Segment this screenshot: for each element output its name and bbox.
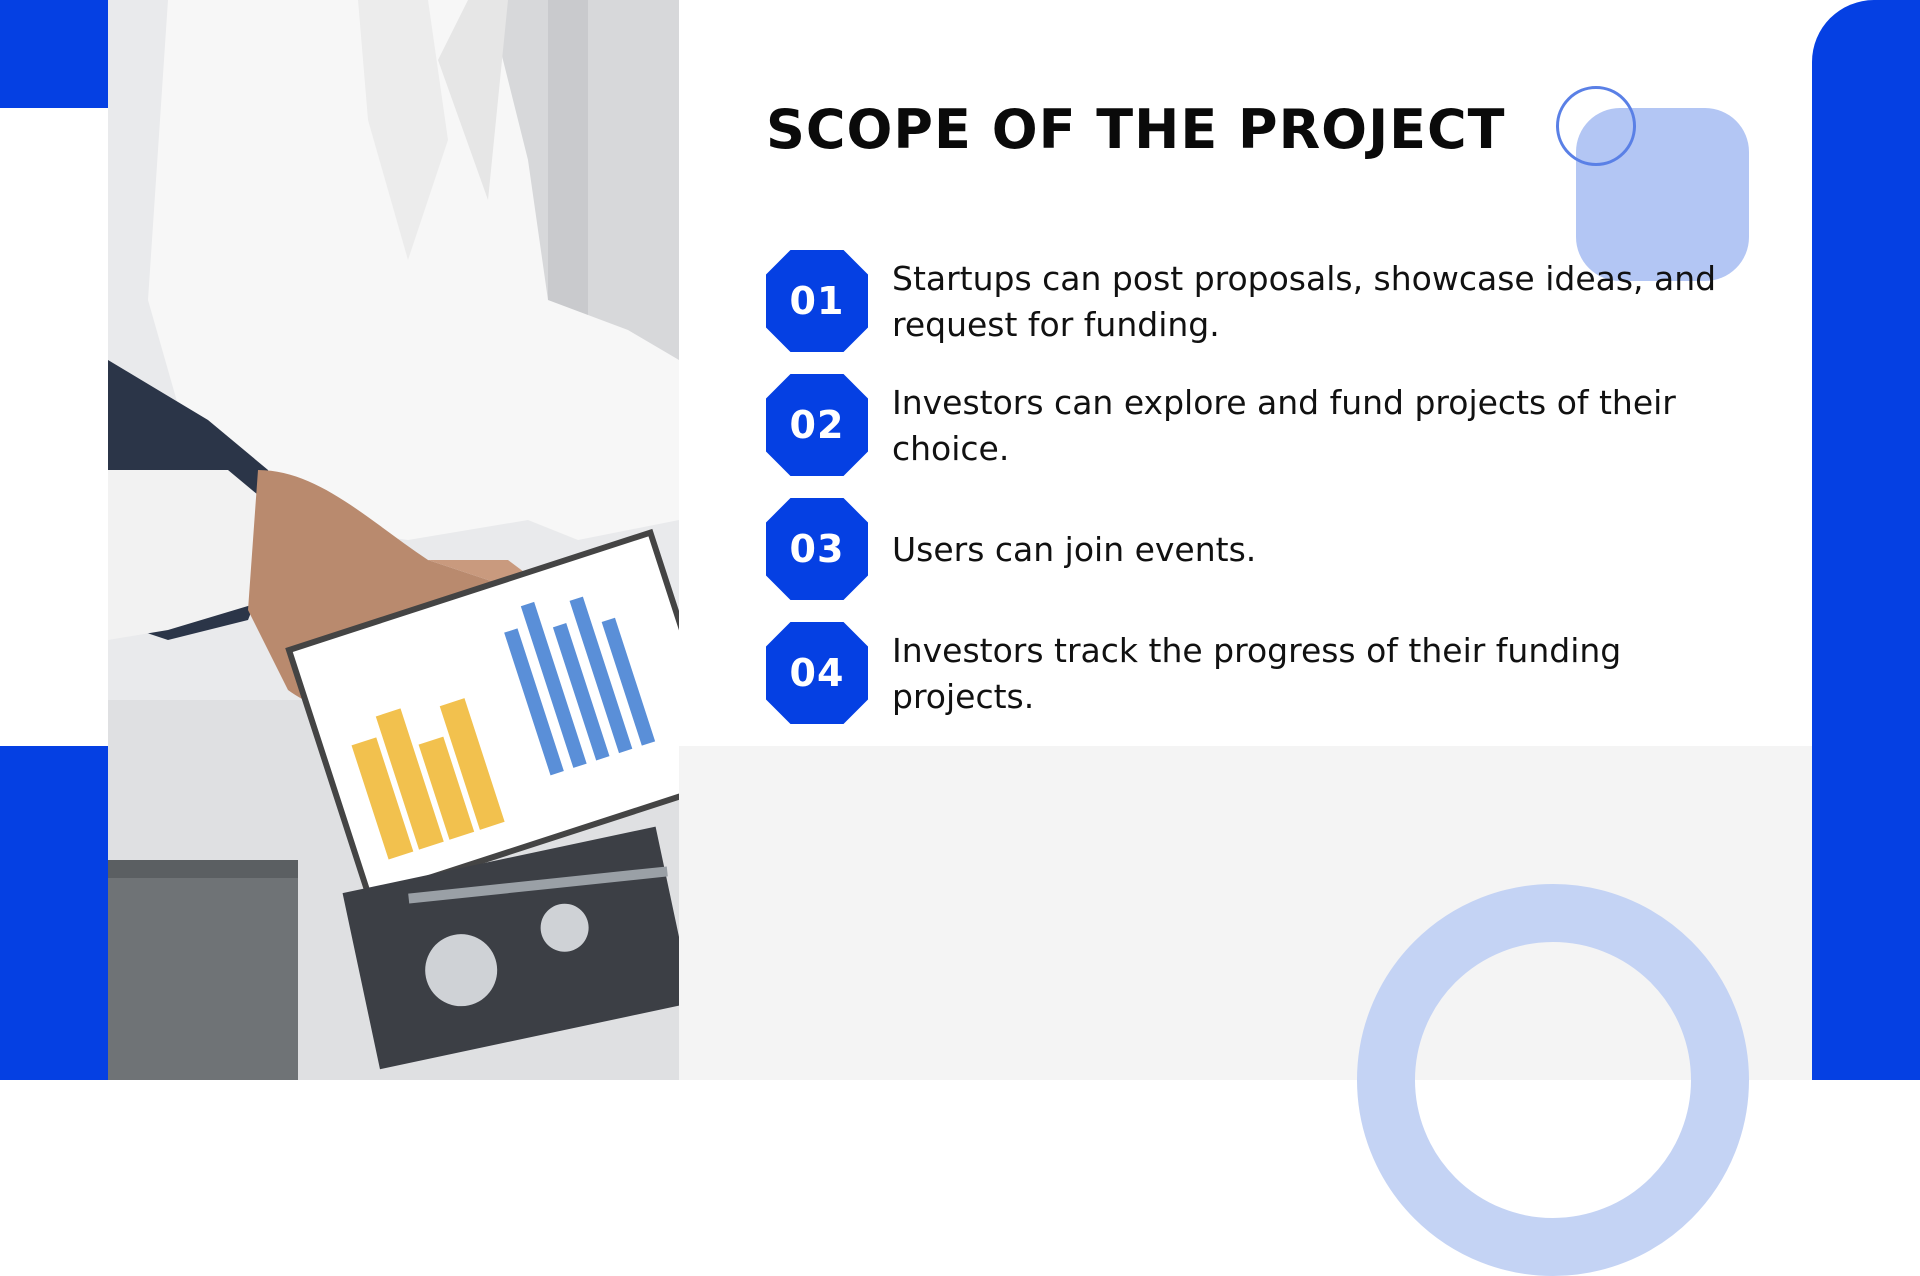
left-accent-block-top xyxy=(0,0,108,108)
left-accent-block-bottom xyxy=(0,746,108,1080)
list-item: 03 Users can join events. xyxy=(766,498,1776,602)
number-badge: 03 xyxy=(766,498,868,600)
page-title: SCOPE OF THE PROJECT xyxy=(766,98,1506,161)
decorative-arch xyxy=(1357,884,1749,1276)
list-item: 02 Investors can explore and fund projec… xyxy=(766,374,1776,478)
list-item: 01 Startups can post proposals, showcase… xyxy=(766,250,1776,354)
list-item-text: Users can join events. xyxy=(892,530,1257,569)
number-badge: 02 xyxy=(766,374,868,476)
list-item-text: Investors can explore and fund projects … xyxy=(892,383,1676,468)
number-badge-label: 03 xyxy=(789,527,845,571)
number-badge: 01 xyxy=(766,250,868,352)
right-accent-bar xyxy=(1812,0,1920,1080)
decorative-ring xyxy=(1556,86,1636,166)
number-badge-label: 01 xyxy=(789,279,845,323)
list-item-text: Startups can post proposals, showcase id… xyxy=(892,259,1717,344)
list-item-text: Investors track the progress of their fu… xyxy=(892,631,1622,716)
number-badge-label: 02 xyxy=(789,403,845,447)
business-meeting-photo xyxy=(108,0,679,1080)
list-item: 04 Investors track the progress of their… xyxy=(766,622,1776,726)
number-badge-label: 04 xyxy=(789,651,845,695)
number-badge: 04 xyxy=(766,622,868,724)
photo-illustration xyxy=(108,0,679,1080)
